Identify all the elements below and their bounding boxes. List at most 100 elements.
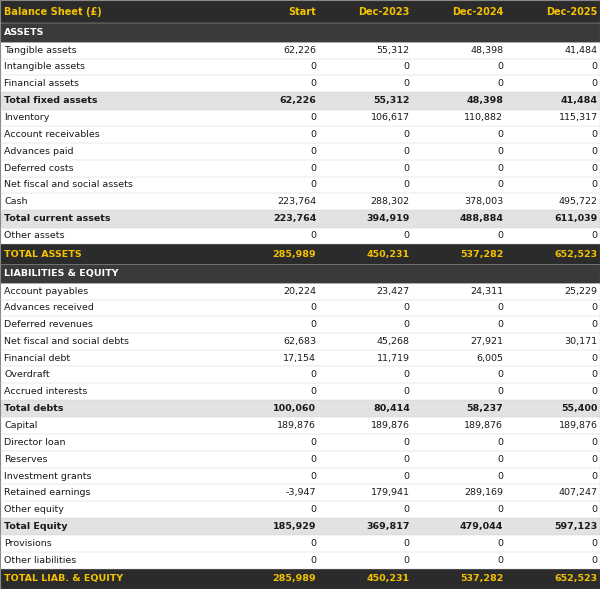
Text: 0: 0 xyxy=(497,180,503,190)
Text: 0: 0 xyxy=(497,231,503,240)
Text: Director loan: Director loan xyxy=(4,438,66,447)
Text: Total fixed assets: Total fixed assets xyxy=(4,97,98,105)
Text: Intangible assets: Intangible assets xyxy=(4,62,85,71)
Text: Investment grants: Investment grants xyxy=(4,472,92,481)
Text: Net fiscal and social debts: Net fiscal and social debts xyxy=(4,337,129,346)
Text: 41,484: 41,484 xyxy=(565,46,598,55)
Text: Advances received: Advances received xyxy=(4,303,94,312)
Text: 0: 0 xyxy=(310,180,316,190)
Text: Net fiscal and social assets: Net fiscal and social assets xyxy=(4,180,133,190)
Text: 55,400: 55,400 xyxy=(561,404,598,413)
Text: Accrued interests: Accrued interests xyxy=(4,387,88,396)
Text: 0: 0 xyxy=(592,438,598,447)
Text: 0: 0 xyxy=(404,540,410,548)
Bar xyxy=(0,126,600,143)
Text: 115,317: 115,317 xyxy=(559,114,598,123)
Text: Other equity: Other equity xyxy=(4,505,64,514)
Text: 179,941: 179,941 xyxy=(371,488,410,497)
Text: 407,247: 407,247 xyxy=(559,488,598,497)
Text: 0: 0 xyxy=(497,540,503,548)
Text: 0: 0 xyxy=(404,438,410,447)
Text: 369,817: 369,817 xyxy=(366,522,410,531)
Text: 62,683: 62,683 xyxy=(283,337,316,346)
Text: 223,764: 223,764 xyxy=(273,214,316,223)
Text: Account payables: Account payables xyxy=(4,287,88,296)
Text: 0: 0 xyxy=(497,164,503,173)
Text: 106,617: 106,617 xyxy=(371,114,410,123)
Text: 80,414: 80,414 xyxy=(373,404,410,413)
Bar xyxy=(0,383,600,400)
Text: 223,764: 223,764 xyxy=(277,197,316,206)
Text: Balance Sheet (£): Balance Sheet (£) xyxy=(4,6,102,16)
Text: 0: 0 xyxy=(592,130,598,139)
Text: 0: 0 xyxy=(497,472,503,481)
Text: 0: 0 xyxy=(310,303,316,312)
Bar xyxy=(0,193,600,210)
Text: TOTAL ASSETS: TOTAL ASSETS xyxy=(4,250,82,259)
Text: 0: 0 xyxy=(310,438,316,447)
Text: 0: 0 xyxy=(310,387,316,396)
Bar xyxy=(0,333,600,350)
Text: 0: 0 xyxy=(310,556,316,565)
Bar xyxy=(0,210,600,227)
Text: Advances paid: Advances paid xyxy=(4,147,74,156)
Text: TOTAL LIAB. & EQUITY: TOTAL LIAB. & EQUITY xyxy=(4,574,124,584)
Text: 0: 0 xyxy=(404,62,410,71)
Text: Retained earnings: Retained earnings xyxy=(4,488,91,497)
Bar xyxy=(0,227,600,244)
Bar xyxy=(0,535,600,552)
Bar xyxy=(0,143,600,160)
Bar xyxy=(0,110,600,126)
Text: 0: 0 xyxy=(592,472,598,481)
Text: 20,224: 20,224 xyxy=(283,287,316,296)
Bar xyxy=(0,501,600,518)
Text: 0: 0 xyxy=(310,540,316,548)
Text: 0: 0 xyxy=(592,147,598,156)
Text: 0: 0 xyxy=(310,231,316,240)
Bar xyxy=(0,569,600,589)
Text: 450,231: 450,231 xyxy=(367,574,410,584)
Text: 0: 0 xyxy=(592,231,598,240)
Text: 25,229: 25,229 xyxy=(565,287,598,296)
Bar xyxy=(0,518,600,535)
Text: 30,171: 30,171 xyxy=(565,337,598,346)
Text: 110,882: 110,882 xyxy=(464,114,503,123)
Bar xyxy=(0,24,600,42)
Text: Overdraft: Overdraft xyxy=(4,370,50,379)
Text: 289,169: 289,169 xyxy=(464,488,503,497)
Bar xyxy=(0,244,600,264)
Text: 0: 0 xyxy=(310,79,316,88)
Text: -3,947: -3,947 xyxy=(286,488,316,497)
Text: 0: 0 xyxy=(592,353,598,363)
Text: Dec-2025: Dec-2025 xyxy=(546,6,598,16)
Bar xyxy=(0,552,600,569)
Text: 0: 0 xyxy=(592,79,598,88)
Text: 0: 0 xyxy=(497,79,503,88)
Text: 0: 0 xyxy=(404,303,410,312)
Text: 0: 0 xyxy=(404,320,410,329)
Text: 0: 0 xyxy=(592,303,598,312)
Text: 11,719: 11,719 xyxy=(377,353,410,363)
Text: Start: Start xyxy=(289,6,316,16)
Text: 0: 0 xyxy=(497,320,503,329)
Text: 537,282: 537,282 xyxy=(460,574,503,584)
Text: 0: 0 xyxy=(310,114,316,123)
Text: 495,722: 495,722 xyxy=(559,197,598,206)
Text: Account receivables: Account receivables xyxy=(4,130,100,139)
Text: 488,884: 488,884 xyxy=(460,214,503,223)
Text: 479,044: 479,044 xyxy=(460,522,503,531)
Text: 0: 0 xyxy=(592,387,598,396)
Text: 0: 0 xyxy=(497,62,503,71)
Text: 0: 0 xyxy=(310,62,316,71)
Text: 0: 0 xyxy=(310,370,316,379)
Text: 652,523: 652,523 xyxy=(554,250,598,259)
Text: Cash: Cash xyxy=(4,197,28,206)
Text: 0: 0 xyxy=(404,231,410,240)
Text: 0: 0 xyxy=(310,505,316,514)
Text: 24,311: 24,311 xyxy=(470,287,503,296)
Text: Reserves: Reserves xyxy=(4,455,48,464)
Text: 0: 0 xyxy=(404,79,410,88)
Text: 6,005: 6,005 xyxy=(476,353,503,363)
Bar xyxy=(0,160,600,177)
Text: 62,226: 62,226 xyxy=(283,46,316,55)
